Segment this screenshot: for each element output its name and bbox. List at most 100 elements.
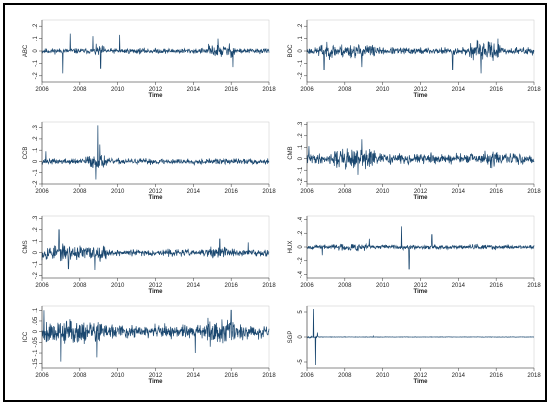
y-axis-title: ABC [23,44,29,57]
y-tick-label: -.1 [298,59,304,67]
x-tick-label: 2014 [452,189,466,195]
y-tick-label: .1 [298,35,304,41]
y-tick-label: -.1 [33,169,39,177]
y-axis-title: BOC [288,44,294,58]
x-tick-label: 2012 [149,189,163,195]
x-axis-title: Time [414,195,429,201]
x-tick-label: 2008 [338,373,352,379]
y-tick-label: .3 [33,215,39,221]
x-axis-title: Time [414,93,429,99]
x-tick-label: 2016 [224,189,238,195]
y-axis-title: CMS [23,240,29,253]
x-tick-label: 2010 [376,189,390,195]
y-tick-label: .2 [298,230,304,236]
y-tick-label: -.1 [298,166,304,174]
y-axis-title: ICC [23,331,29,342]
x-axis-title: Time [414,379,429,385]
x-axis-title: Time [149,93,164,99]
x-tick-label: 2016 [489,283,503,289]
x-tick-label: 2016 [224,87,238,93]
y-tick-label: .2 [33,136,39,142]
panel-icc: -.15-.1-.05 0 .05 .1 2006 2008 2010 2012 2014 201… [23,305,276,385]
x-tick-label: 2012 [149,373,163,379]
x-tick-label: 2018 [262,87,276,93]
series-line-cmb [306,139,535,175]
y-tick-label: 0 [298,245,304,249]
x-tick-label: 2018 [527,283,541,289]
series-line-icc [41,309,270,362]
x-tick-label: 2012 [414,87,428,93]
plot-area [306,121,535,185]
y-tick-label: -.1 [33,349,39,357]
plot-area [41,215,270,279]
x-tick-label: 2018 [527,373,541,379]
x-tick-label: 2008 [338,189,352,195]
panel-abc: -.2 -.1 0 .1 .2 2006 2008 2010 2012 2014 2016 2018 T… [23,19,276,99]
x-tick-label: 2012 [414,283,428,289]
x-tick-label: 2014 [452,87,466,93]
y-axis-title: CCB [23,147,29,160]
x-tick-label: 2006 [35,87,49,93]
x-tick-label: 2016 [224,283,238,289]
x-tick-label: 2006 [300,283,314,289]
y-tick-label: 0 [298,335,304,339]
x-tick-label: 2006 [35,189,49,195]
y-tick-label: .1 [33,307,39,313]
y-tick-label: 0 [298,156,304,160]
x-tick-label: 2010 [376,373,390,379]
y-tick-label: 5 [298,310,304,314]
y-tick-label: -.4 [298,270,304,278]
y-tick-label: .3 [298,121,304,127]
y-tick-label: 0 [298,49,304,53]
x-tick-label: 2018 [527,87,541,93]
x-tick-label: 2008 [338,283,352,289]
x-tick-label: 2018 [262,373,276,379]
x-axis-title: Time [414,289,429,295]
y-tick-label: .2 [33,23,39,29]
y-tick-label: .05 [33,316,39,325]
x-tick-label: 2014 [187,87,201,93]
series-line-ccb [41,125,270,180]
figure-frame: -.2 -.1 0 .1 .2 2006 2008 2010 2012 2014 2016 2018 T… [3,3,547,402]
x-tick-label: 2018 [262,189,276,195]
x-tick-label: 2018 [527,189,541,195]
y-tick-label: -.05 [33,337,39,348]
x-tick-label: 2010 [376,283,390,289]
chart-grid: -.2 -.1 0 .1 .2 2006 2008 2010 2012 2014 2016 2018 T… [23,19,541,385]
series-line-hux [306,226,535,270]
series-line-abc [41,33,270,74]
y-tick-label: .4 [298,216,304,222]
x-tick-label: 2016 [489,87,503,93]
series-line-boc [306,38,535,74]
panel-cms: -.2 -.1 0 .1 .2 .3 2006 2008 2010 2012 2014 2016 201… [23,215,276,295]
y-tick-label: .1 [33,238,39,244]
x-tick-label: 2006 [300,87,314,93]
plot-area [41,121,270,185]
x-axis-title: Time [149,195,164,201]
y-tick-label: .1 [33,35,39,41]
x-axis-title: Time [149,289,164,295]
x-tick-label: 2006 [300,189,314,195]
panel-sgp: -5 0 5 2006 2008 2010 2012 2014 2016 2018 Time SGP [288,305,541,385]
x-tick-label: 2008 [73,87,87,93]
x-tick-label: 2010 [111,373,125,379]
x-tick-label: 2010 [111,189,125,195]
x-tick-label: 2008 [338,87,352,93]
panel-boc: -.2 -.1 0 .1 .2 2006 2008 2010 2012 2014 2016 2018 T… [288,19,541,99]
y-tick-label: -.1 [33,260,39,268]
y-tick-label: 0 [33,329,39,333]
x-tick-label: 2016 [489,189,503,195]
y-axis-title: SGP [288,331,294,344]
y-tick-label: -.2 [33,272,39,280]
panel-cmb: -.2 -.1 0 .1 .2 .3 2006 2008 2010 2012 2014 2016 201… [288,121,541,201]
x-tick-label: 2018 [262,283,276,289]
y-tick-label: .1 [298,144,304,150]
x-tick-label: 2010 [111,283,125,289]
y-tick-label: .2 [298,133,304,139]
y-tick-label: -.2 [298,72,304,80]
x-tick-label: 2008 [73,189,87,195]
y-tick-label: 0 [33,250,39,254]
y-tick-label: -.15 [33,358,39,369]
y-tick-label: -.1 [33,59,39,67]
x-tick-label: 2012 [414,189,428,195]
